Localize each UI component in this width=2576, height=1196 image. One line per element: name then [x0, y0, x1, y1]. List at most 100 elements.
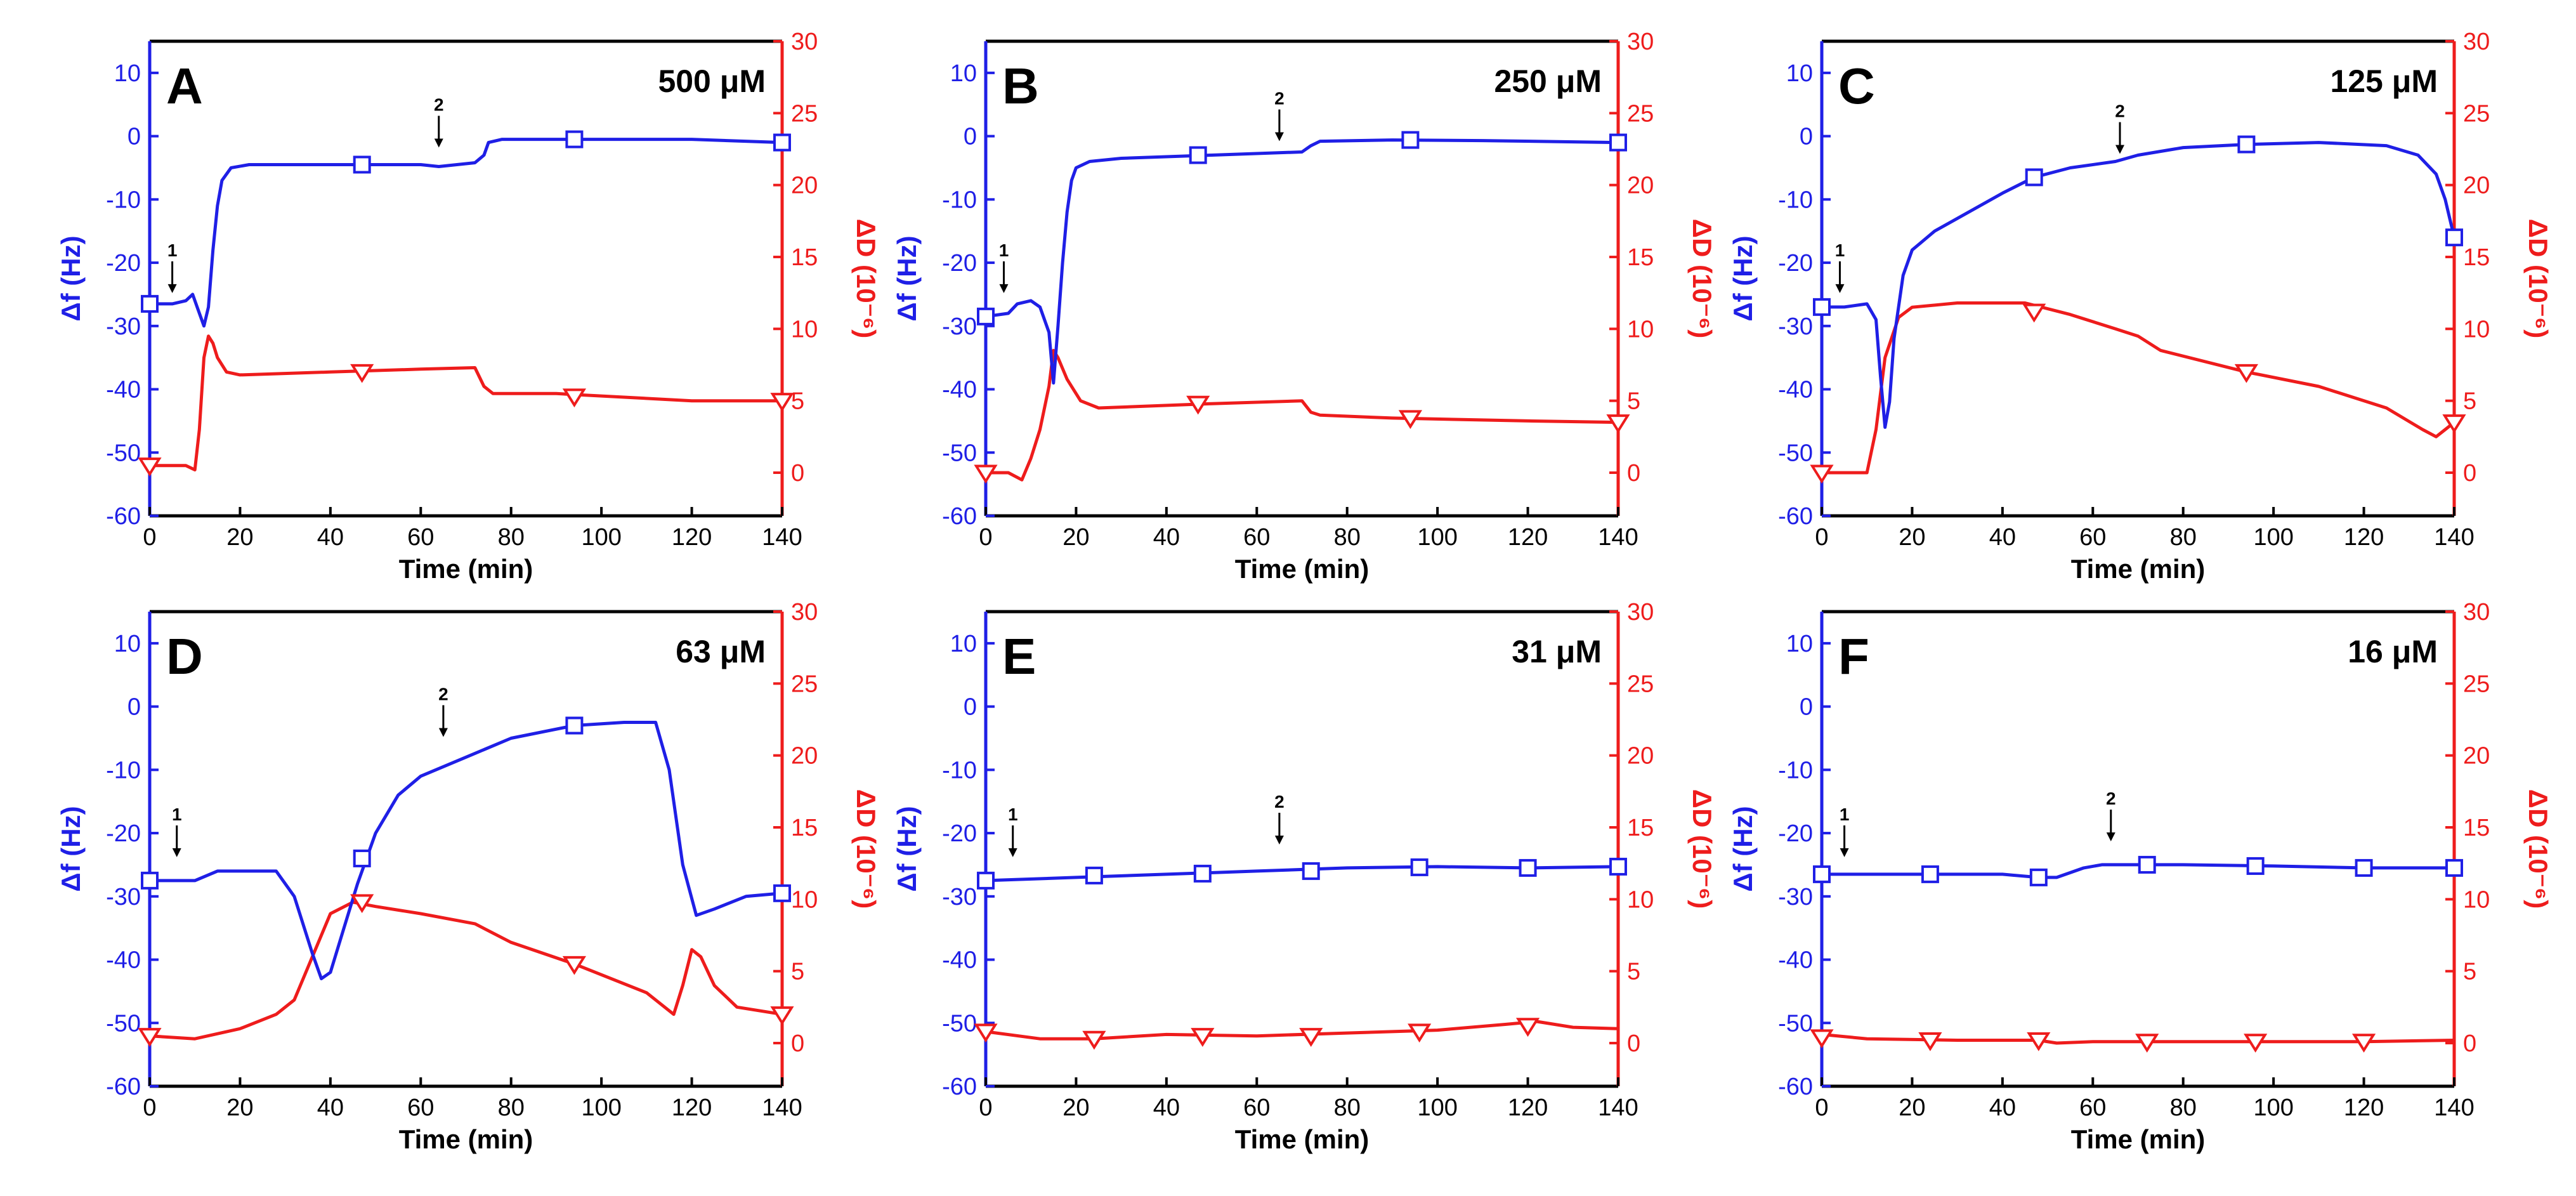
x-tick-label: 140: [762, 1094, 802, 1121]
frequency-marker: [1813, 298, 1831, 316]
right-tick-label: 0: [1627, 1030, 1640, 1057]
x-axis-title: Time (min): [1235, 1124, 1370, 1154]
dissipation-marker: [1186, 395, 1210, 415]
left-tick-label: -30: [106, 884, 141, 910]
x-tick-label: 80: [2170, 524, 2197, 551]
left-tick-label: 0: [964, 694, 977, 721]
left-tick-label: -50: [1778, 1010, 1813, 1037]
frequency-marker: [565, 130, 584, 148]
right-tick-label: 30: [2463, 29, 2490, 55]
left-tick-label: 10: [1786, 60, 1813, 87]
x-tick-label: 100: [2253, 524, 2293, 551]
right-tick-label: 20: [2463, 173, 2490, 199]
x-tick-label: 0: [1815, 1094, 1828, 1121]
frequency-marker: [2029, 868, 2048, 886]
concentration-label: 31 μM: [1512, 634, 1602, 669]
left-tick-label: -40: [106, 947, 141, 974]
left-tick-label: -30: [1778, 313, 1813, 340]
left-tick-label: -60: [1778, 1074, 1813, 1100]
left-tick-label: 10: [114, 60, 141, 87]
dissipation-marker: [2135, 1034, 2159, 1053]
x-tick-label: 40: [317, 1094, 344, 1121]
right-tick-label: 25: [1627, 671, 1654, 697]
left-tick-label: -60: [106, 503, 141, 530]
right-tick-label: 5: [2463, 388, 2476, 415]
x-tick-label: 80: [1334, 1094, 1361, 1121]
x-tick-label: 100: [1417, 1094, 1457, 1121]
dissipation-marker: [1810, 464, 1834, 484]
right-tick-label: 15: [791, 244, 818, 271]
dissipation-marker: [2244, 1034, 2268, 1053]
dissipation-marker: [562, 388, 587, 408]
right-tick-label: 25: [791, 671, 818, 697]
right-tick-label: 5: [1627, 388, 1640, 415]
dissipation-marker: [2022, 303, 2046, 323]
right-tick-label: 0: [2463, 460, 2476, 487]
left-axis-title: Δf (Hz): [1728, 806, 1758, 891]
frequency-marker: [977, 307, 995, 325]
dissipation-marker: [974, 1023, 998, 1043]
frequency-marker: [353, 155, 371, 174]
dissipation-marker: [1408, 1023, 1432, 1043]
right-tick-label: 25: [791, 100, 818, 127]
left-tick-label: -40: [942, 947, 977, 974]
concentration-label: 125 μM: [2330, 63, 2438, 99]
left-tick-label: -10: [942, 187, 977, 213]
left-tick-label: -30: [942, 313, 977, 340]
panel-letter: B: [1002, 58, 1039, 114]
frequency-marker: [1410, 858, 1429, 876]
panel-letter: F: [1838, 628, 1869, 685]
dissipation-marker: [2442, 414, 2466, 433]
left-axis-title: Δf (Hz): [892, 806, 922, 891]
dissipation-series: [985, 1020, 1619, 1041]
dissipation-marker: [974, 464, 998, 484]
right-tick-label: 15: [2463, 815, 2490, 841]
right-tick-label: 20: [2463, 743, 2490, 770]
left-tick-label: 10: [950, 631, 977, 657]
right-tick-label: 15: [2463, 244, 2490, 271]
right-tick-label: 10: [2463, 316, 2490, 343]
right-tick-label: 0: [2463, 1030, 2476, 1057]
injection-arrow-label: 2: [438, 684, 448, 704]
left-tick-label: -20: [106, 820, 141, 847]
right-tick-label: 0: [1627, 460, 1640, 487]
right-tick-label: 30: [1627, 599, 1654, 626]
right-axis-title: ΔD (10⁻⁶): [2523, 219, 2553, 338]
x-tick-label: 60: [407, 524, 434, 551]
dissipation-marker: [1191, 1028, 1215, 1047]
injection-arrow-label: 1: [172, 805, 182, 824]
left-tick-label: -10: [106, 187, 141, 213]
panel-letter: A: [166, 58, 203, 114]
x-tick-label: 100: [581, 524, 621, 551]
frequency-marker: [1609, 133, 1627, 152]
x-tick-label: 0: [979, 1094, 992, 1121]
x-tick-label: 120: [672, 524, 712, 551]
right-tick-label: 20: [791, 743, 818, 770]
right-tick-label: 10: [791, 316, 818, 343]
dissipation-marker: [1515, 1018, 1540, 1037]
right-tick-label: 20: [1627, 743, 1654, 770]
injection-arrow-label: 2: [1274, 89, 1285, 108]
left-tick-label: -50: [106, 440, 141, 466]
right-tick-label: 5: [2463, 959, 2476, 985]
left-tick-label: -60: [942, 1074, 977, 1100]
dissipation-marker: [770, 1006, 794, 1025]
x-tick-label: 120: [1508, 1094, 1548, 1121]
injection-arrow-head: [438, 728, 448, 737]
right-tick-label: 15: [791, 815, 818, 841]
x-tick-label: 20: [226, 1094, 253, 1121]
right-tick-label: 30: [1627, 29, 1654, 55]
right-tick-label: 15: [1627, 815, 1654, 841]
dissipation-series: [150, 334, 782, 471]
x-tick-label: 40: [317, 524, 344, 551]
frequency-marker: [1189, 146, 1207, 164]
left-tick-label: -20: [106, 250, 141, 277]
x-tick-label: 0: [979, 524, 992, 551]
right-tick-label: 10: [1627, 886, 1654, 913]
frequency-marker: [1609, 857, 1627, 876]
x-tick-label: 120: [2344, 1094, 2384, 1121]
right-tick-label: 5: [791, 959, 804, 985]
